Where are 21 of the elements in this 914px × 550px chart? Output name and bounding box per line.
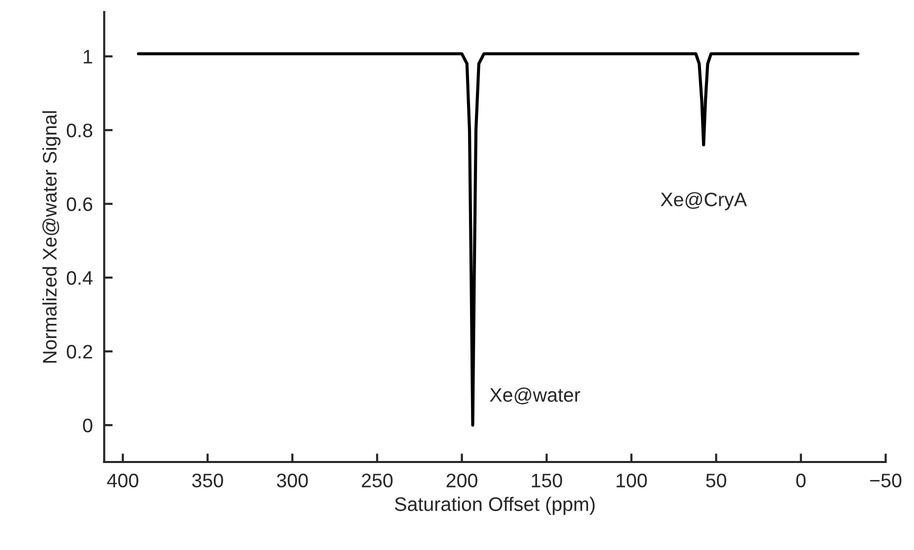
x-tick-label: 250	[362, 474, 393, 488]
y-tick-label: 1	[84, 50, 92, 64]
x-tick-label: 50	[706, 474, 726, 488]
y-tick-label: 0.4	[66, 271, 93, 285]
y-axis-title: Normalized Xe@water Signal	[42, 111, 60, 363]
x-tick-label: 350	[192, 474, 224, 488]
x-tick-label: 150	[532, 474, 562, 488]
x-tick-label: 400	[107, 474, 138, 488]
line-series	[136, 52, 860, 427]
x-tick-label: −50	[870, 474, 902, 488]
x-axis-title: Saturation Offset (ppm)	[394, 496, 595, 515]
y-tick-label: 0	[83, 418, 92, 432]
annotation: Xe@water	[490, 388, 580, 404]
y-tick-label: 0.8	[66, 124, 92, 138]
y-tick-label: 0.6	[66, 197, 92, 212]
x-tick-label: 0	[796, 474, 806, 488]
y-tick-label: 0.2	[66, 344, 92, 359]
x-tick-label: 200	[446, 474, 478, 488]
x-tick-label: 300	[276, 474, 308, 488]
annotation: Xe@CryA	[660, 192, 747, 210]
x-tick-label: 100	[616, 474, 647, 488]
